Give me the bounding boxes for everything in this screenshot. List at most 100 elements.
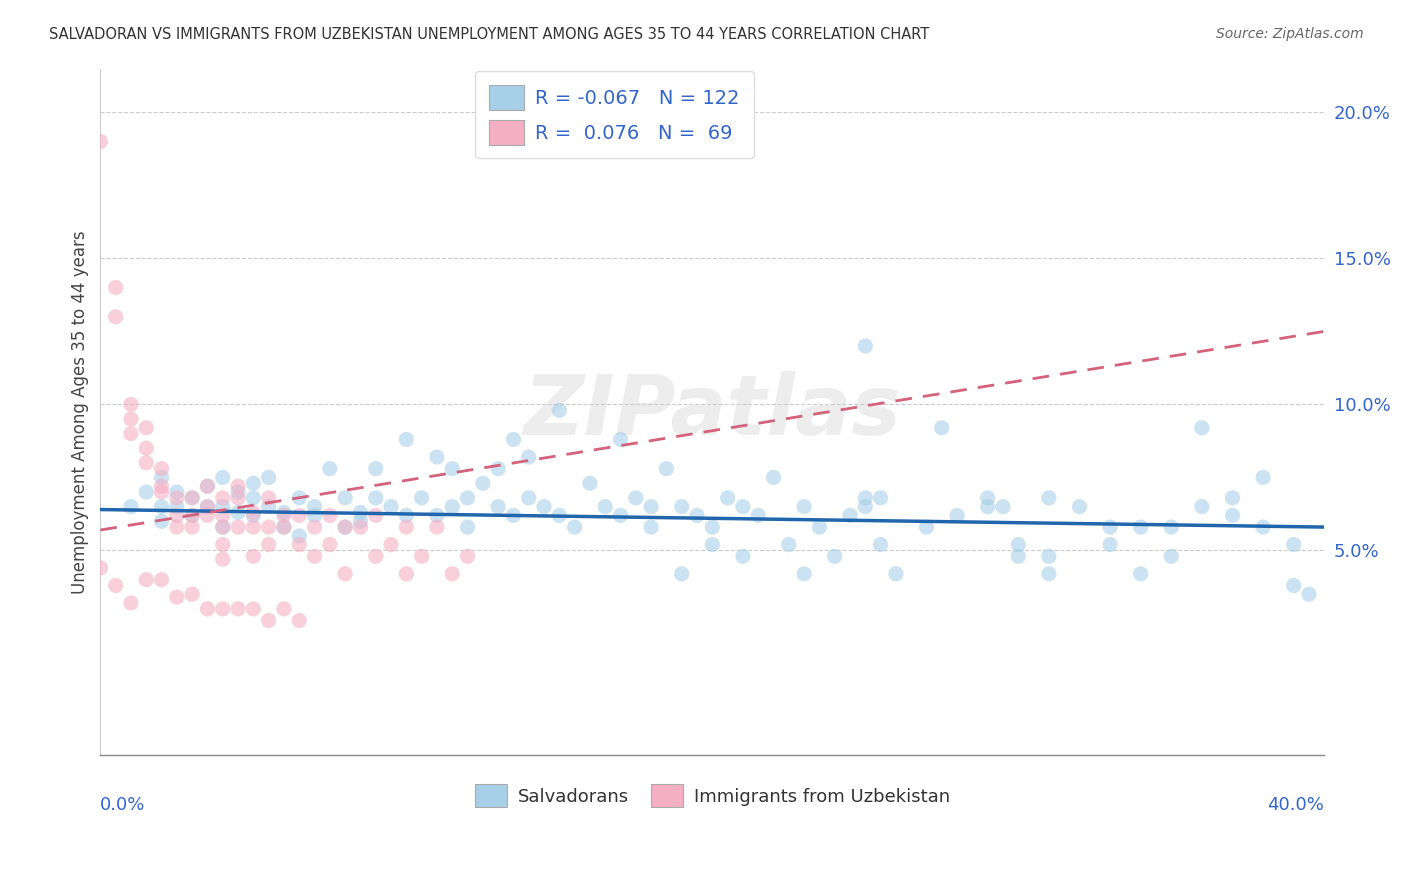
- Point: [166, 485, 188, 500]
- Point: [1129, 566, 1152, 581]
- Point: [1222, 508, 1244, 523]
- Point: [426, 508, 449, 523]
- Legend: Salvadorans, Immigrants from Uzbekistan: Salvadorans, Immigrants from Uzbekistan: [467, 777, 957, 814]
- Point: [211, 602, 233, 616]
- Point: [1282, 578, 1305, 592]
- Point: [793, 566, 815, 581]
- Point: [150, 479, 173, 493]
- Point: [1251, 470, 1274, 484]
- Point: [686, 508, 709, 523]
- Point: [1007, 538, 1029, 552]
- Point: [1038, 491, 1060, 505]
- Point: [380, 538, 402, 552]
- Point: [120, 397, 142, 411]
- Point: [364, 508, 387, 523]
- Point: [702, 520, 724, 534]
- Point: [242, 520, 264, 534]
- Point: [486, 461, 509, 475]
- Point: [778, 538, 800, 552]
- Point: [319, 461, 342, 475]
- Point: [411, 549, 433, 564]
- Point: [89, 561, 111, 575]
- Point: [226, 506, 249, 520]
- Text: Source: ZipAtlas.com: Source: ZipAtlas.com: [1216, 27, 1364, 41]
- Point: [976, 500, 998, 514]
- Point: [426, 520, 449, 534]
- Point: [364, 549, 387, 564]
- Point: [304, 500, 326, 514]
- Point: [104, 578, 127, 592]
- Point: [609, 433, 631, 447]
- Point: [1038, 566, 1060, 581]
- Point: [211, 552, 233, 566]
- Point: [349, 520, 371, 534]
- Point: [593, 500, 616, 514]
- Point: [150, 500, 173, 514]
- Point: [166, 520, 188, 534]
- Point: [273, 602, 295, 616]
- Point: [441, 500, 464, 514]
- Point: [853, 500, 876, 514]
- Point: [150, 573, 173, 587]
- Point: [1038, 549, 1060, 564]
- Point: [1129, 520, 1152, 534]
- Point: [991, 500, 1014, 514]
- Point: [319, 538, 342, 552]
- Point: [671, 500, 693, 514]
- Point: [242, 476, 264, 491]
- Point: [1191, 500, 1213, 514]
- Point: [197, 500, 219, 514]
- Point: [502, 508, 524, 523]
- Point: [273, 520, 295, 534]
- Point: [257, 500, 280, 514]
- Point: [288, 614, 311, 628]
- Point: [640, 500, 662, 514]
- Point: [166, 500, 188, 514]
- Point: [808, 520, 831, 534]
- Text: SALVADORAN VS IMMIGRANTS FROM UZBEKISTAN UNEMPLOYMENT AMONG AGES 35 TO 44 YEARS : SALVADORAN VS IMMIGRANTS FROM UZBEKISTAN…: [49, 27, 929, 42]
- Point: [502, 433, 524, 447]
- Point: [226, 485, 249, 500]
- Point: [104, 280, 127, 294]
- Point: [333, 491, 356, 505]
- Point: [486, 500, 509, 514]
- Point: [946, 508, 969, 523]
- Point: [624, 491, 647, 505]
- Point: [89, 135, 111, 149]
- Point: [181, 508, 204, 523]
- Y-axis label: Unemployment Among Ages 35 to 44 years: Unemployment Among Ages 35 to 44 years: [72, 230, 89, 593]
- Point: [150, 461, 173, 475]
- Point: [104, 310, 127, 324]
- Point: [304, 549, 326, 564]
- Point: [181, 508, 204, 523]
- Point: [1160, 549, 1182, 564]
- Point: [655, 461, 678, 475]
- Point: [120, 500, 142, 514]
- Point: [288, 529, 311, 543]
- Point: [120, 412, 142, 426]
- Point: [548, 403, 571, 417]
- Point: [579, 476, 602, 491]
- Point: [197, 508, 219, 523]
- Point: [226, 491, 249, 505]
- Point: [1099, 538, 1122, 552]
- Point: [839, 508, 862, 523]
- Point: [1099, 520, 1122, 534]
- Point: [517, 491, 540, 505]
- Point: [181, 491, 204, 505]
- Point: [242, 506, 264, 520]
- Point: [395, 508, 418, 523]
- Point: [395, 520, 418, 534]
- Point: [211, 520, 233, 534]
- Point: [226, 520, 249, 534]
- Point: [457, 549, 479, 564]
- Point: [884, 566, 907, 581]
- Point: [976, 491, 998, 505]
- Point: [288, 538, 311, 552]
- Point: [426, 450, 449, 464]
- Point: [1069, 500, 1091, 514]
- Point: [181, 491, 204, 505]
- Point: [166, 590, 188, 604]
- Point: [1298, 587, 1320, 601]
- Point: [273, 520, 295, 534]
